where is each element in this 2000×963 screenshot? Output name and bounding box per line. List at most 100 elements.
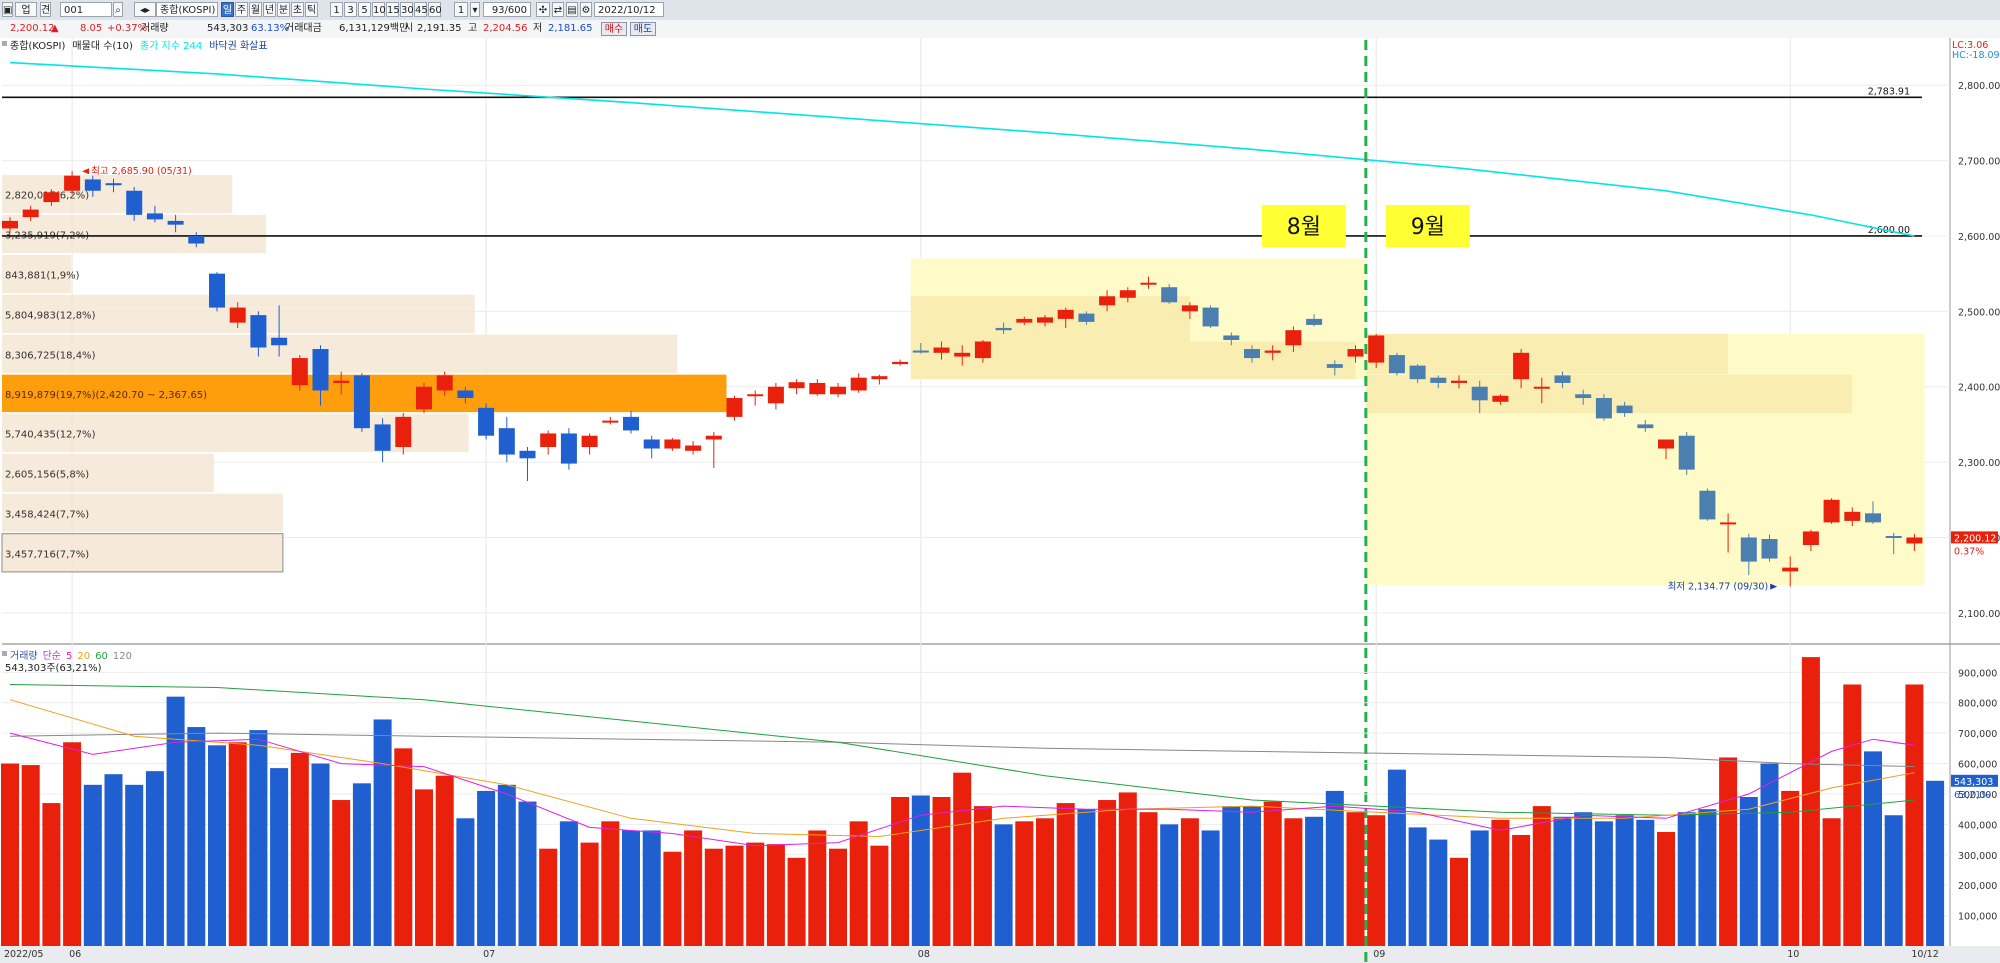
crosshair-icon[interactable]: ✣	[536, 2, 550, 17]
candle-body	[1637, 424, 1654, 429]
candle-body	[1533, 386, 1550, 389]
volume-bar	[1325, 790, 1344, 946]
date-input[interactable]: 2022/10/12	[594, 2, 664, 17]
type-select[interactable]: 견	[40, 2, 51, 17]
volume-ma5-line	[9, 732, 1915, 847]
candle-body	[1161, 287, 1178, 303]
symbol-name: 종합(KOSPI)	[156, 2, 218, 17]
high-label: 고	[468, 23, 478, 34]
volume-bar	[352, 783, 371, 946]
volume-bar	[1077, 809, 1096, 946]
volume-bar	[787, 857, 806, 946]
count-step[interactable]: 1	[454, 2, 468, 17]
volume-legend-item: 5	[66, 651, 72, 662]
period-button-1[interactable]: 주	[235, 2, 248, 17]
low-label: 저	[533, 23, 543, 34]
candle-body	[540, 433, 557, 448]
market-select[interactable]: 업	[15, 2, 37, 17]
interval-button-1[interactable]: 1	[330, 2, 343, 17]
volume-bar	[63, 742, 82, 946]
period-button-2[interactable]: 월	[249, 2, 262, 17]
save-icon[interactable]: ▤	[566, 2, 578, 17]
volume-profile-bar	[2, 214, 267, 254]
volume-bar	[332, 800, 351, 946]
volume-profile-label: 3,457,716(7,7%)	[5, 549, 89, 560]
x-tick-label: 2022/05	[4, 949, 43, 960]
candle-body	[685, 445, 702, 451]
candle-body	[643, 439, 660, 449]
volume-bar	[1015, 821, 1034, 946]
open-label: 시	[404, 23, 414, 34]
candle-body	[519, 450, 536, 459]
high-annotation-label: 최고 2,685.90 (05/31)	[91, 166, 192, 177]
volume-bar	[746, 842, 765, 946]
low-arrow-icon	[1770, 583, 1778, 590]
interval-button-60[interactable]: 60	[428, 2, 442, 17]
buy-button[interactable]: 매수	[601, 22, 627, 36]
count-input[interactable]: 93/600	[483, 2, 531, 17]
interval-button-10[interactable]: 10	[372, 2, 386, 17]
period-button-5[interactable]: 초	[291, 2, 304, 17]
candle-body	[353, 375, 370, 429]
x-tick-label: 07	[483, 949, 495, 960]
candle-body	[1099, 296, 1116, 306]
interval-button-5[interactable]: 5	[358, 2, 371, 17]
interval-button-45[interactable]: 45	[414, 2, 428, 17]
link-icon[interactable]: ⇄	[552, 2, 564, 17]
candle-body	[974, 341, 991, 359]
code-input[interactable]: 001	[60, 2, 112, 17]
sell-button[interactable]: 매도	[630, 22, 656, 36]
volume-bar	[1429, 839, 1448, 946]
volume-profile-label: 2,605,156(5,8%)	[5, 469, 89, 480]
volume-bar	[601, 821, 620, 946]
amount-value: 6,131,129백만	[339, 23, 409, 34]
x-axis-strip	[0, 946, 2000, 963]
price-tick-label: 2,700.00	[1958, 157, 2000, 168]
search-icon[interactable]: ⌕	[113, 2, 123, 17]
interval-button-3[interactable]: 3	[344, 2, 357, 17]
volume-bar	[704, 848, 723, 946]
candle-body	[1078, 313, 1095, 322]
volume-profile-label: 5,804,983(12,8%)	[5, 310, 96, 321]
kospi-chart[interactable]: 2,100.002,200.002,300.002,400.002,500.00…	[0, 38, 2000, 963]
up-arrow-icon: ▲	[51, 23, 59, 34]
level-line-label: 2,783.91	[1868, 86, 1910, 97]
volume-bar	[249, 730, 268, 946]
candle-body	[1844, 511, 1861, 521]
volume-bar	[1719, 757, 1738, 946]
volume-legend-item: 단순	[43, 650, 61, 662]
candle-body	[602, 420, 619, 423]
volume-label: 거래량	[141, 23, 169, 34]
period-button-3[interactable]: 년	[263, 2, 276, 17]
period-button-4[interactable]: 분	[277, 2, 290, 17]
volume-bar	[953, 772, 972, 946]
interval-button-30[interactable]: 30	[400, 2, 414, 17]
candle-body	[436, 375, 453, 391]
volume-bar	[1408, 827, 1427, 946]
volume-tick-label: 900,000	[1958, 668, 1997, 679]
chevron-down-icon[interactable]: ▾	[470, 2, 480, 17]
gear-icon[interactable]: ⚙	[580, 2, 592, 17]
candle-body	[229, 307, 246, 323]
volume-bar	[187, 727, 206, 946]
prev-next-icon[interactable]: ◂▸	[134, 2, 156, 17]
period-button-0[interactable]: 일	[221, 2, 234, 17]
price-tick-label: 2,800.00	[1958, 81, 2000, 92]
volume-bar	[1098, 800, 1117, 946]
month-label: 9월	[1411, 215, 1445, 240]
chart-menu-icon[interactable]: ▣	[2, 2, 13, 17]
interval-button-15[interactable]: 15	[386, 2, 400, 17]
volume-bar	[394, 748, 413, 946]
volume-profile-bar	[1, 533, 284, 573]
volume-bar	[1677, 812, 1696, 946]
volume-bar	[1470, 830, 1489, 946]
volume-legend-item: 거래량	[10, 650, 38, 662]
volume-tick-label: 400,000	[1958, 820, 1997, 831]
period-button-6[interactable]: 틱	[305, 2, 318, 17]
legend-handle-icon	[2, 41, 7, 46]
candle-body	[1782, 567, 1799, 572]
volume-bar	[1636, 819, 1655, 946]
candle-body	[2, 220, 18, 229]
candle-body	[1658, 439, 1674, 449]
candle-body	[498, 428, 515, 455]
